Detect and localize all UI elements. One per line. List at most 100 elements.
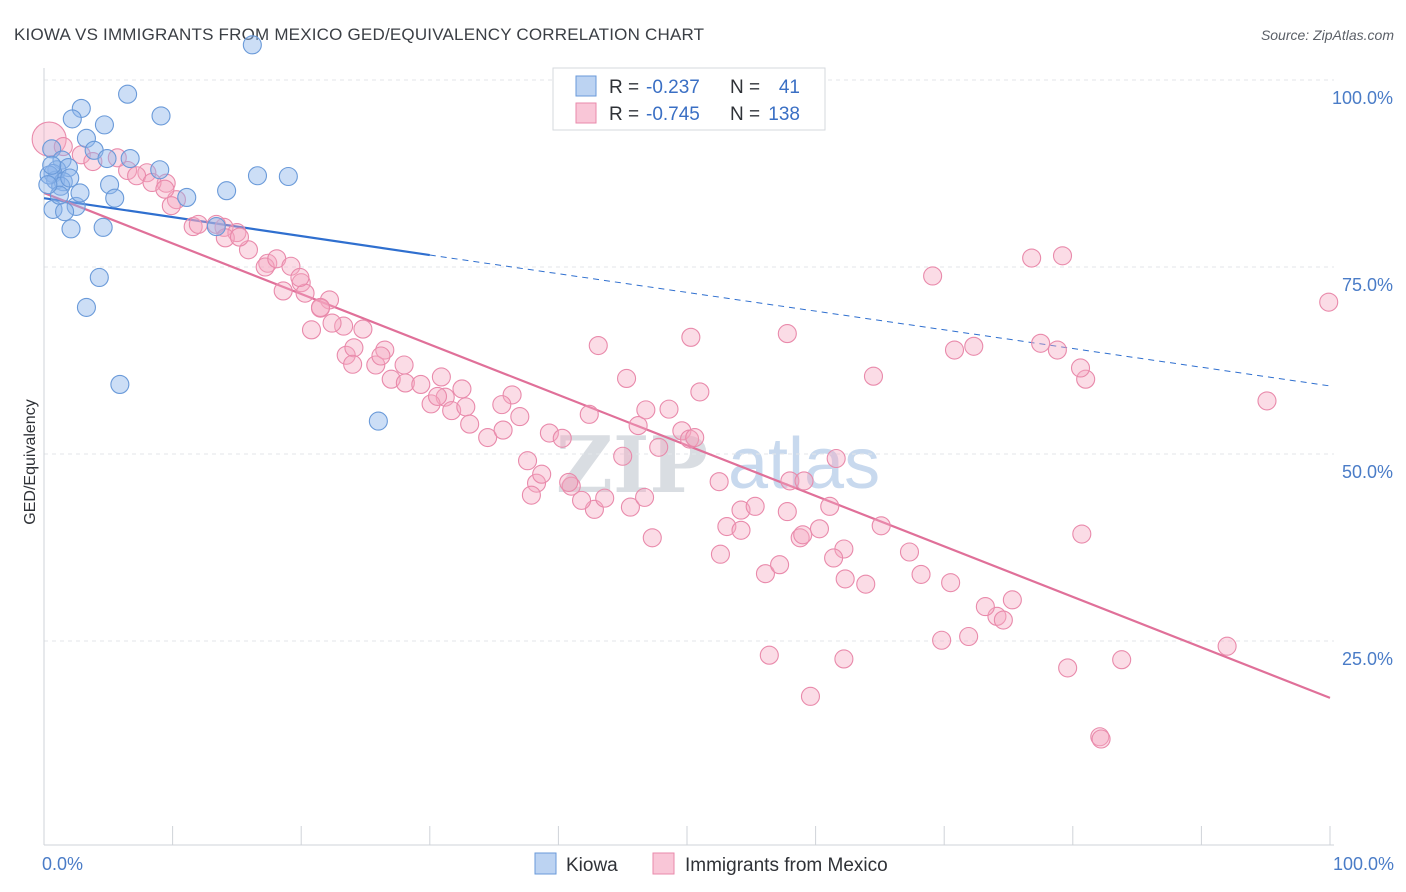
mexico-point <box>835 569 855 589</box>
legend-swatch-mexico <box>575 102 597 124</box>
mexico-point <box>1257 391 1277 411</box>
kiowa-point <box>52 150 72 170</box>
kiowa-point <box>368 411 388 431</box>
x-tick-left: 0.0% <box>42 854 83 874</box>
mexico-point <box>834 649 854 669</box>
kiowa-point <box>150 160 170 180</box>
watermark-zip: ZIP <box>556 420 708 511</box>
legend-n-label-mexico: N = <box>730 104 760 125</box>
mexico-point <box>478 427 498 448</box>
mexico-point <box>295 283 315 303</box>
mexico-point <box>1002 590 1022 610</box>
mexico-point <box>290 267 310 288</box>
mexico-point <box>161 196 181 216</box>
mexico-point <box>431 367 451 387</box>
mexico-point <box>214 217 234 237</box>
kiowa-point <box>151 106 171 126</box>
mexico-point <box>411 374 431 394</box>
kiowa-point <box>93 217 113 237</box>
mexico-point <box>344 338 364 358</box>
mexico-point <box>1022 248 1042 268</box>
mexico-point <box>1112 650 1132 670</box>
mexico-point <box>595 488 615 508</box>
mexico-point <box>820 496 840 516</box>
mexico-point <box>635 487 655 507</box>
mexico-point <box>1319 292 1339 312</box>
mexico-point <box>1217 636 1237 656</box>
mexico-point <box>559 472 579 492</box>
legend-box: R = -0.237 N = 41 R = -0.745 N = 138 <box>552 67 826 131</box>
kiowa-point <box>110 374 130 394</box>
y-tick-label-25: 25.0% <box>1342 649 1393 669</box>
mexico-point <box>502 385 522 405</box>
mexico-point <box>456 397 476 417</box>
mexico-point <box>964 336 984 356</box>
mexico-point <box>911 564 931 584</box>
legend-n-value-kiowa: 41 <box>779 77 800 98</box>
mexico-point <box>959 626 979 647</box>
mexico-point <box>493 420 513 440</box>
mexico-point <box>681 327 701 347</box>
mexico-point <box>571 490 592 510</box>
mexico-point <box>552 428 572 448</box>
mexico-point <box>579 404 599 424</box>
legend-swatch-kiowa <box>575 75 597 97</box>
mexico-point <box>649 437 669 457</box>
kiowa-point <box>76 297 96 317</box>
mexico-point <box>229 227 250 247</box>
mexico-point <box>517 451 538 471</box>
kiowa-point <box>61 219 81 239</box>
mexico-point <box>944 340 965 360</box>
mexico-point <box>1070 358 1091 378</box>
kiowa-point <box>43 199 63 219</box>
mexico-point <box>371 346 391 366</box>
mexico-point <box>118 160 138 181</box>
bottom-legend-label-mexico: Immigrants from Mexico <box>685 855 888 876</box>
mexico-point <box>710 544 730 564</box>
mexico-point <box>273 281 293 301</box>
kiowa-point <box>70 183 90 203</box>
mexico-point <box>709 472 729 492</box>
legend-n-label-kiowa: N = <box>730 77 760 98</box>
mexico-point <box>510 407 530 427</box>
mexico-point <box>334 316 354 336</box>
mexico-point <box>532 464 552 484</box>
mexico-point <box>322 313 342 333</box>
y-tick-label-100: 100.0% <box>1332 88 1393 108</box>
kiowa-point <box>42 155 62 175</box>
mexico-point <box>310 297 331 317</box>
y-tick-label-75: 75.0% <box>1342 275 1393 295</box>
legend-n-value-mexico: 138 <box>768 104 800 125</box>
mexico-point <box>628 416 648 436</box>
y-tick-label-50: 50.0% <box>1342 462 1393 482</box>
mexico-point <box>790 528 810 548</box>
kiowa-point <box>97 148 117 169</box>
trend-lines <box>43 191 1331 699</box>
mexico-point <box>932 630 952 650</box>
trend-line-mexico <box>43 191 1331 699</box>
data-points <box>31 35 1339 749</box>
mexico-point <box>427 386 448 406</box>
mexico-point <box>759 645 779 665</box>
kiowa-point <box>278 166 298 187</box>
mexico-point <box>381 369 401 389</box>
mexico-point <box>755 564 775 584</box>
gridlines <box>44 79 1334 642</box>
trend-line-kiowa <box>43 197 430 257</box>
bottom-legend-swatch-mexico <box>652 852 675 875</box>
legend-r-label-mexico: R = <box>609 104 639 125</box>
mexico-point <box>155 179 175 199</box>
mexico-point <box>492 395 512 415</box>
bottom-legend-swatch-kiowa <box>534 852 557 875</box>
kiowa-point <box>242 35 262 55</box>
bottom-legend-label-kiowa: Kiowa <box>566 855 618 876</box>
mexico-point <box>188 214 208 234</box>
x-tick-right: 100.0% <box>1333 854 1394 874</box>
mexico-point <box>617 368 637 389</box>
mexico-point <box>343 354 363 374</box>
mexico-point <box>993 610 1013 630</box>
kiowa-point <box>118 84 138 104</box>
mexico-point <box>620 497 640 517</box>
trend-line-extension-kiowa <box>429 254 1331 387</box>
